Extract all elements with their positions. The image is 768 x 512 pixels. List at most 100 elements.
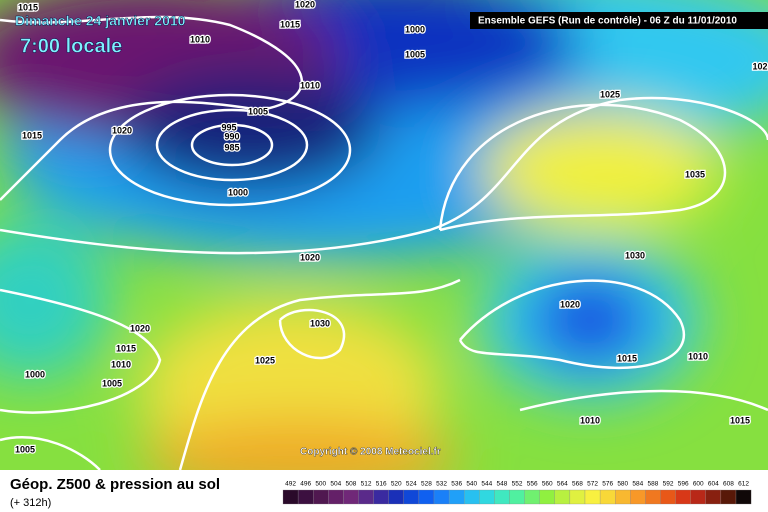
copyright: Copyright © 2008 Meteociel.fr: [300, 447, 441, 458]
scale-label: 524: [406, 481, 417, 488]
scale-label: 492: [285, 481, 296, 488]
scale-swatch: [675, 489, 691, 505]
scale-label: 580: [617, 481, 628, 488]
isobar-label: 1005: [405, 49, 425, 59]
scale-swatch: [509, 489, 525, 505]
scale-swatch: [328, 489, 344, 505]
isobar-label: 1020: [130, 323, 150, 333]
scale-swatch: [388, 489, 404, 505]
isobar-label: 1010: [300, 80, 320, 90]
scale-label: 608: [723, 481, 734, 488]
scale-label: 516: [376, 481, 387, 488]
scale-swatch: [297, 489, 314, 505]
scale-label: 572: [587, 481, 598, 488]
isobar-label: 1015: [22, 130, 42, 140]
scale-label: 584: [632, 481, 643, 488]
date: Dimanche 24 janvier 2010: [15, 13, 186, 29]
scale-swatch: [448, 489, 465, 505]
scale-label: 576: [602, 481, 613, 488]
scale-label: 564: [557, 481, 568, 488]
scale-swatch: [418, 489, 435, 505]
scale-swatch: [645, 489, 661, 505]
scale-label: 504: [330, 481, 341, 488]
scale-swatch: [720, 489, 737, 505]
scale-swatch: [584, 489, 601, 505]
scale-label: 544: [481, 481, 492, 488]
time: 7:00 locale: [20, 35, 122, 57]
scale-swatch: [282, 489, 299, 505]
isobar-label: 990: [224, 131, 239, 141]
scale-label: 508: [346, 481, 357, 488]
isobar-label: 1020: [112, 125, 132, 135]
scale-label: 536: [451, 481, 462, 488]
isobar-label: 1005: [248, 106, 268, 116]
scale-label: 532: [436, 481, 447, 488]
isobar-label: 1010: [190, 34, 210, 44]
scale-swatch: [660, 489, 676, 505]
scale-swatch: [539, 489, 555, 505]
scale-swatch: [524, 489, 540, 505]
model-box: [470, 12, 768, 29]
scale-swatch: [494, 489, 510, 505]
footer-lead: (+ 312h): [10, 497, 51, 509]
scale-swatch: [343, 489, 359, 505]
scale-label: 600: [693, 481, 704, 488]
scale-swatch: [615, 489, 631, 505]
scale-swatch: [464, 489, 480, 505]
isobar-label: 1020: [560, 299, 580, 309]
isobar-label: 985: [224, 142, 239, 152]
scale-swatch: [690, 489, 706, 505]
scale-swatch: [313, 489, 329, 505]
scale-label: 496: [300, 481, 311, 488]
isobar-label: 1025: [255, 355, 275, 365]
isobar-label: 995: [221, 122, 236, 132]
isobar-label: 1000: [405, 24, 425, 34]
isobar-label: 1010: [580, 415, 600, 425]
scale-swatch: [554, 489, 571, 505]
scale-label: 500: [315, 481, 326, 488]
isobar-label: 1015: [617, 353, 637, 363]
scale-swatch: [705, 489, 722, 505]
isobar-label: 1005: [15, 444, 35, 454]
scale-label: 592: [663, 481, 674, 488]
scale-label: 568: [572, 481, 583, 488]
scale-label: 512: [361, 481, 372, 488]
isobar-label: 1000: [228, 187, 248, 197]
scale-label: 548: [497, 481, 508, 488]
scale-label: 552: [512, 481, 523, 488]
scale-label: 556: [527, 481, 538, 488]
isobar-label: 1015: [116, 343, 136, 353]
isobar-label: 1015: [18, 2, 38, 12]
scale-label: 540: [466, 481, 477, 488]
footer-title: Géop. Z500 & pression au sol: [10, 476, 220, 493]
scale-swatch: [479, 489, 495, 505]
isobar-label: 1010: [688, 351, 708, 361]
scale-swatch: [630, 489, 646, 505]
scale-swatch: [599, 489, 616, 505]
scale-label: 588: [648, 481, 659, 488]
isobar-label: 1010: [111, 359, 131, 369]
isobar-label: 1030: [625, 250, 645, 260]
isobar-label: 1030: [310, 318, 330, 328]
model: Ensemble GEFS (Run de contrôle) - 06 Z d…: [478, 16, 737, 27]
scale-label: 528: [421, 481, 432, 488]
scale-label: 560: [542, 481, 553, 488]
scale-swatch: [358, 489, 374, 505]
isobar-label: 1015: [730, 415, 750, 425]
isobar-label: 1020: [300, 252, 320, 262]
isobar-label: 1025: [600, 89, 620, 99]
scale-label: 520: [391, 481, 402, 488]
isobar-label: 1035: [685, 169, 705, 179]
scale-swatch: [373, 489, 389, 505]
isobar-label: 1000: [25, 369, 45, 379]
scale-label: 612: [738, 481, 749, 488]
isobar-label: 1015: [280, 19, 300, 29]
field: [0, 0, 768, 470]
scale-swatch: [433, 489, 450, 505]
isobar-label: 102: [752, 61, 767, 71]
scale-swatch: [569, 489, 586, 505]
isobar-label: 1020: [295, 0, 315, 9]
scale-label: 604: [708, 481, 719, 488]
scale-swatch: [403, 489, 420, 505]
